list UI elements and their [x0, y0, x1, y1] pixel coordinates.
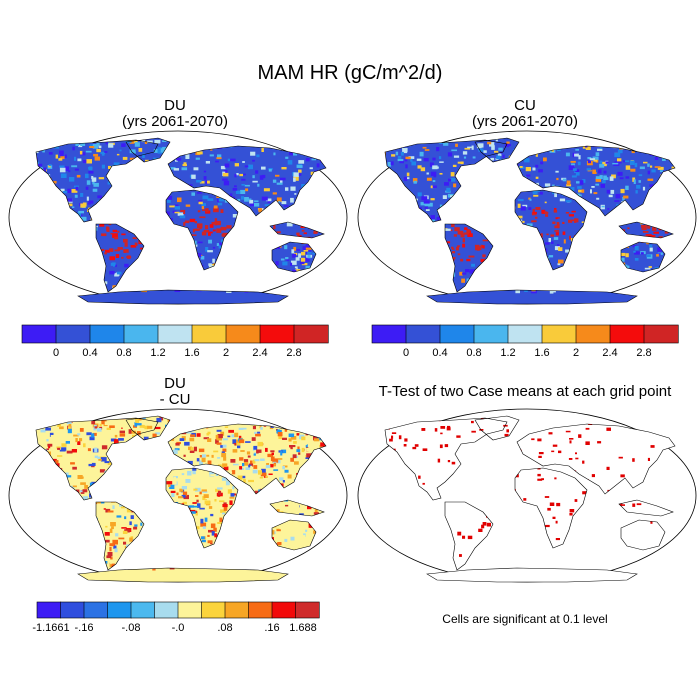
panel-du-title-line1: DU — [164, 97, 186, 114]
colorbar-box — [371, 324, 407, 344]
colorbar-cu-labels: 0 0.4 0.8 1.2 1.6 2 2.4 2.8 — [372, 347, 678, 363]
panel-cu-title: CU (yrs 2061-2070) — [425, 98, 625, 130]
colorbar-box — [21, 324, 57, 344]
panel-du-title-line2: (yrs 2061-2070) — [122, 113, 228, 130]
colorbar-diff-labels: -1.1661 -.16 -.08 -.0 .08 .16 1.688 — [32, 622, 319, 638]
colorbar-label: 2.4 — [602, 347, 618, 359]
colorbar-du-labels: 0 0.4 0.8 1.2 1.6 2 2.4 2.8 — [22, 347, 328, 363]
land-southamerica — [96, 224, 144, 292]
colorbar-box — [55, 324, 91, 344]
colorbar-box — [157, 324, 193, 344]
colorbar-box — [473, 324, 509, 344]
land-seasia — [270, 500, 324, 516]
panel-diff-title: DU - CU — [75, 376, 275, 408]
colorbar-du — [21, 324, 329, 344]
colorbar-label: 1.688 — [289, 622, 317, 634]
colorbar-box — [224, 601, 250, 619]
colorbar-box — [225, 324, 261, 344]
colorbar-box — [575, 324, 611, 344]
land-antarctica — [427, 568, 637, 582]
colorbar-label: 1.6 — [184, 347, 200, 359]
colorbar-cu — [371, 324, 679, 344]
land-antarctica — [78, 290, 288, 304]
panel-cu-title-line1: CU — [514, 97, 536, 114]
colorbar-label: -.0 — [171, 622, 185, 634]
panel-du-title: DU (yrs 2061-2070) — [75, 98, 275, 130]
land-australia — [621, 242, 665, 272]
colorbar-label: -1.1661 — [32, 622, 70, 634]
colorbar-box — [60, 601, 85, 619]
map-cu — [357, 130, 697, 305]
figure-title: MAM HR (gC/m^2/d) — [257, 62, 443, 84]
colorbar-label: -.16 — [74, 622, 94, 634]
colorbar-label: 2 — [572, 347, 580, 359]
colorbar-box — [248, 601, 273, 619]
land-antarctica — [427, 290, 637, 304]
colorbar-box — [405, 324, 441, 344]
colorbar-label: 2.4 — [252, 347, 268, 359]
panel-cu-title-line2: (yrs 2061-2070) — [472, 113, 578, 130]
land-northamerica — [36, 418, 158, 500]
colorbar-box — [107, 601, 132, 619]
land-northamerica — [36, 140, 158, 222]
colorbar-box — [439, 324, 475, 344]
colorbar-box — [541, 324, 577, 344]
colorbar-box — [295, 601, 320, 619]
colorbar-box — [643, 324, 679, 344]
land-southamerica — [445, 224, 493, 292]
colorbar-box — [293, 324, 329, 344]
panel-ttest-title-line1: T-Test of two Case means at each grid po… — [378, 383, 672, 400]
colorbar-label: 0.8 — [466, 347, 482, 359]
map-du — [8, 130, 348, 305]
land-seasia — [270, 222, 324, 238]
colorbar-box — [191, 324, 227, 344]
colorbar-label: 0.4 — [82, 347, 98, 359]
colorbar-box — [154, 601, 179, 619]
map-ttest — [357, 408, 697, 583]
colorbar-box — [201, 601, 226, 619]
colorbar-box — [271, 601, 297, 619]
land-antarctica — [78, 568, 288, 582]
colorbar-label: 2.8 — [636, 347, 652, 359]
land-eurasia — [517, 424, 675, 494]
colorbar-label: 1.2 — [150, 347, 166, 359]
land-northamerica — [385, 140, 507, 222]
colorbar-box — [177, 601, 203, 619]
colorbar-label: .08 — [217, 622, 233, 634]
colorbar-label: 0.8 — [116, 347, 132, 359]
land-australia — [621, 520, 665, 550]
colorbar-box — [123, 324, 159, 344]
panel-diff-title-line1: DU — [164, 375, 186, 392]
colorbar-label: 0 — [402, 347, 410, 359]
colorbar-box — [89, 324, 125, 344]
colorbar-box — [130, 601, 156, 619]
colorbar-box — [609, 324, 645, 344]
land-africa — [515, 468, 587, 548]
colorbar-box — [36, 601, 62, 619]
panel-ttest-title: T-Test of two Case means at each grid po… — [350, 384, 700, 400]
map-diff — [8, 408, 348, 583]
colorbar-box — [507, 324, 543, 344]
colorbar-box — [83, 601, 109, 619]
colorbar-label: .16 — [264, 622, 280, 634]
colorbar-box — [259, 324, 295, 344]
colorbar-diff — [36, 601, 320, 619]
colorbar-label: 1.6 — [534, 347, 550, 359]
colorbar-label: 0.4 — [432, 347, 448, 359]
significance-note: Cells are significant at 0.1 level — [442, 612, 608, 626]
colorbar-label: 2 — [222, 347, 230, 359]
colorbar-label: 2.8 — [286, 347, 302, 359]
panel-diff-title-line2: - CU — [159, 391, 191, 408]
colorbar-label: 0 — [52, 347, 60, 359]
land-northamerica — [385, 418, 507, 500]
colorbar-label: 1.2 — [500, 347, 516, 359]
colorbar-label: -.08 — [121, 622, 141, 634]
